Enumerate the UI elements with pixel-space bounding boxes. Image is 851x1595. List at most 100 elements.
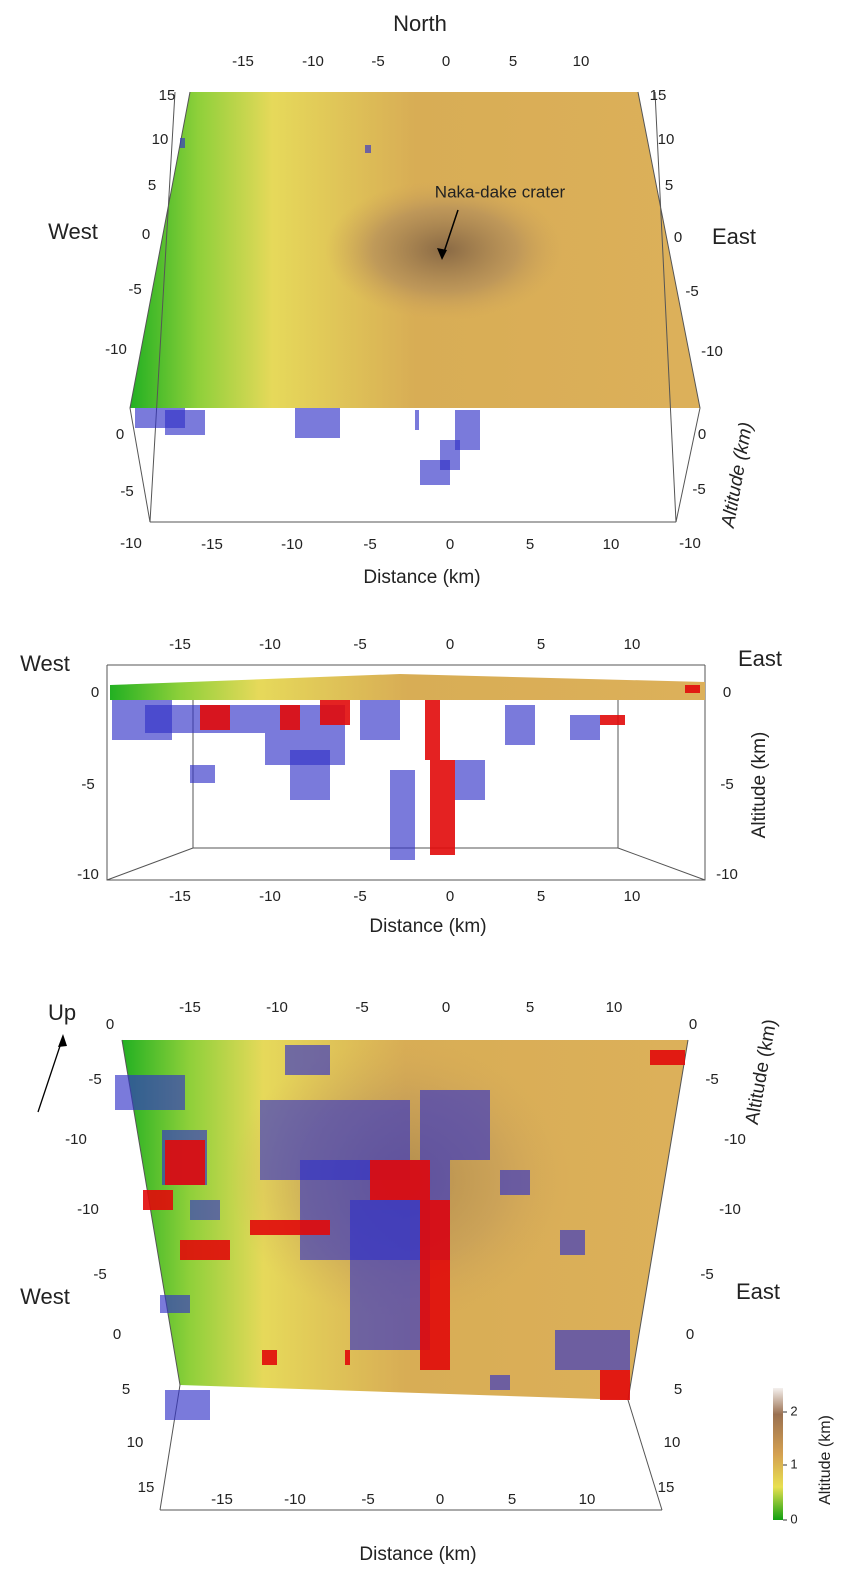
voxel-block bbox=[600, 1370, 630, 1400]
tick-label: 10 bbox=[579, 1491, 596, 1508]
voxel-block bbox=[370, 1160, 430, 1200]
voxel-block bbox=[250, 1220, 330, 1235]
tick-label: 5 bbox=[148, 177, 156, 194]
voxel-block bbox=[500, 1170, 530, 1195]
tick-label: -15 bbox=[201, 536, 223, 553]
voxel-block bbox=[560, 1230, 585, 1255]
voxel-block bbox=[190, 765, 215, 783]
direction-up: Up bbox=[48, 1000, 76, 1025]
tick-label: -10 bbox=[105, 341, 127, 358]
voxel-block bbox=[320, 700, 350, 725]
direction-left: West bbox=[20, 651, 70, 676]
up-arrow-head bbox=[58, 1034, 67, 1047]
x-label: Distance (km) bbox=[359, 1544, 476, 1565]
tick-label: 0 bbox=[689, 1016, 697, 1033]
tick-label: 0 bbox=[116, 426, 124, 443]
x-label: Distance (km) bbox=[363, 567, 480, 588]
voxel-block bbox=[160, 1295, 190, 1313]
tick-label: 10 bbox=[624, 636, 641, 653]
tick-label: 10 bbox=[152, 131, 169, 148]
tick-label: 10 bbox=[664, 1434, 681, 1451]
tick-label: 15 bbox=[658, 1479, 675, 1496]
tick-label: -5 bbox=[700, 1266, 713, 1283]
voxel-block bbox=[455, 410, 480, 450]
tick-label: 15 bbox=[138, 1479, 155, 1496]
tick-label: 0 bbox=[142, 226, 150, 243]
colorbar bbox=[773, 1388, 783, 1520]
voxel-block bbox=[345, 1350, 350, 1365]
direction-right: East bbox=[736, 1279, 780, 1304]
tick-label: 10 bbox=[606, 999, 623, 1016]
voxel-block bbox=[505, 705, 535, 745]
voxel-block bbox=[650, 1050, 685, 1065]
voxel-block bbox=[425, 700, 440, 760]
voxel-block bbox=[420, 1200, 450, 1370]
tick-label: 10 bbox=[658, 131, 675, 148]
colorbar-tick-label: 1 bbox=[790, 1456, 797, 1471]
tick-label: 0 bbox=[446, 636, 454, 653]
tick-label: -5 bbox=[720, 776, 733, 793]
voxel-block bbox=[290, 750, 330, 800]
tick-label: 0 bbox=[723, 684, 731, 701]
direction-left: West bbox=[20, 1284, 70, 1309]
tick-label: 0 bbox=[91, 684, 99, 701]
tick-label: -10 bbox=[77, 1201, 99, 1218]
tick-label: 0 bbox=[442, 999, 450, 1016]
tick-label: -5 bbox=[705, 1071, 718, 1088]
voxel-block bbox=[555, 1330, 630, 1370]
tick-label: -5 bbox=[361, 1491, 374, 1508]
voxel-block bbox=[190, 1200, 220, 1220]
voxel-block bbox=[490, 1375, 510, 1390]
tick-label: 5 bbox=[122, 1381, 130, 1398]
tick-label: 10 bbox=[127, 1434, 144, 1451]
tick-label: -10 bbox=[77, 866, 99, 883]
z-label: Altitude (km) bbox=[749, 732, 770, 839]
tick-label: 5 bbox=[665, 177, 673, 194]
voxel-block bbox=[350, 1200, 430, 1350]
arrow-head bbox=[437, 248, 447, 260]
voxel-block bbox=[390, 770, 415, 860]
voxel-block bbox=[285, 1045, 330, 1075]
voxel-block bbox=[685, 685, 700, 693]
tick-label: 0 bbox=[113, 1326, 121, 1343]
tick-label: 5 bbox=[537, 888, 545, 905]
tick-label: 10 bbox=[624, 888, 641, 905]
tick-label: -10 bbox=[259, 636, 281, 653]
tick-label: -10 bbox=[724, 1131, 746, 1148]
tick-label: 5 bbox=[526, 536, 534, 553]
tick-label: -15 bbox=[169, 636, 191, 653]
tick-label: -5 bbox=[685, 283, 698, 300]
tick-label: 15 bbox=[159, 87, 176, 104]
voxel-block bbox=[430, 760, 455, 855]
tick-label: -10 bbox=[65, 1131, 87, 1148]
tick-label: -10 bbox=[679, 535, 701, 552]
voxel-block bbox=[262, 1350, 277, 1365]
tick-label: -10 bbox=[284, 1491, 306, 1508]
tick-label: -10 bbox=[716, 866, 738, 883]
tick-label: 0 bbox=[436, 1491, 444, 1508]
tick-label: 5 bbox=[509, 53, 517, 70]
box-frame bbox=[129, 91, 701, 523]
tick-label: 5 bbox=[526, 999, 534, 1016]
direction-right: East bbox=[712, 224, 756, 249]
colorbar-tick-label: 0 bbox=[790, 1511, 797, 1526]
voxel-block bbox=[165, 1140, 205, 1185]
voxel-block bbox=[165, 410, 205, 435]
direction-top: North bbox=[393, 11, 447, 36]
voxel-block bbox=[360, 700, 400, 740]
tick-label: -10 bbox=[120, 535, 142, 552]
tick-label: -5 bbox=[353, 888, 366, 905]
z-label: Altitude (km) bbox=[742, 1018, 781, 1127]
voxel-block bbox=[115, 1075, 185, 1110]
voxel-block bbox=[280, 705, 300, 730]
tick-label: -15 bbox=[179, 999, 201, 1016]
tick-label: 0 bbox=[446, 536, 454, 553]
tick-label: 10 bbox=[573, 53, 590, 70]
terrain bbox=[110, 674, 705, 700]
tick-label: 15 bbox=[650, 87, 667, 104]
voxel-block bbox=[600, 715, 625, 725]
direction-left: West bbox=[48, 219, 98, 244]
colorbar-tick-label: 2 bbox=[790, 1403, 797, 1418]
tick-label: 5 bbox=[508, 1491, 516, 1508]
